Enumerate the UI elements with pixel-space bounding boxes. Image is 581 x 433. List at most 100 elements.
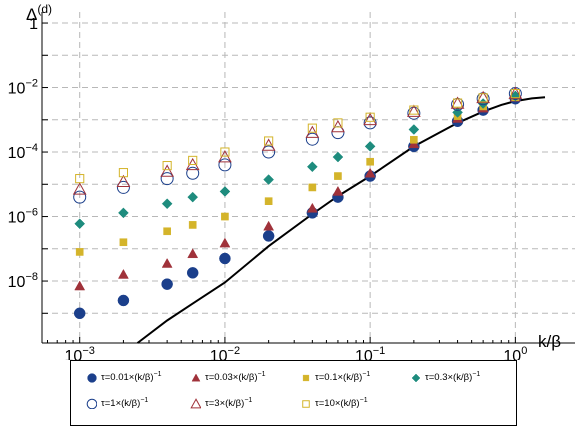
data-point-series-4 [160, 172, 174, 186]
y-tick-label: 10−6 [8, 207, 38, 227]
data-point-series-6 [333, 118, 343, 128]
data-point-series-5 [116, 174, 131, 188]
data-point-series-2 [264, 197, 273, 205]
data-point-series-2 [334, 172, 342, 180]
legend-item: τ=0.1×(k/β)−1 [299, 371, 370, 383]
legend-marker [191, 373, 201, 382]
legend-marker [86, 398, 97, 410]
x-tick-label: 10−2 [210, 345, 240, 360]
data-point-series-6 [478, 93, 488, 103]
y-axis-title: Δ(d) [26, 2, 52, 24]
theory-curve [136, 96, 546, 344]
data-point-series-2 [366, 157, 374, 166]
legend-marker [87, 373, 97, 383]
data-point-series-5 [476, 90, 490, 104]
data-point-series-3 [263, 174, 274, 185]
data-point-series-3 [364, 141, 376, 152]
data-point-series-6 [510, 88, 520, 99]
legend-item: τ=3×(k/β)−1 [189, 397, 252, 409]
data-point-series-5 [450, 96, 465, 109]
legend-label: τ=0.03×(k/β)−1 [205, 371, 266, 384]
legend: τ=0.01×(k/β)−1 τ=0.03×(k/β)−1 τ=0.1×(k/β)−… [70, 360, 517, 426]
data-point-series-6 [264, 136, 274, 146]
data-point-series-2 [163, 227, 171, 236]
data-point-series-2 [410, 135, 418, 144]
fit-curve-layer [136, 96, 546, 344]
data-point-series-6 [162, 161, 172, 171]
data-point-series-1 [187, 248, 199, 259]
legend-label: τ=0.01×(k/β)−1 [101, 371, 162, 384]
legend-marker [302, 374, 310, 382]
data-point-series-6 [452, 98, 463, 108]
data-point-series-0 [73, 307, 86, 320]
legend-marker-shape [191, 373, 201, 382]
data-point-series-4 [116, 180, 130, 194]
y-tick-label: 10−8 [8, 271, 38, 291]
data-point-series-3 [219, 186, 231, 197]
tick-labels: 10−3 10−2 10−1 100 10−8 10−6 10−4 10−2 1 [8, 16, 528, 360]
x-tick-label: 10−3 [65, 345, 95, 360]
data-point-series-0 [186, 267, 199, 279]
legend-marker [411, 373, 421, 383]
legend-marker-shape [190, 398, 201, 409]
legend-item: τ=0.01×(k/β)−1 [85, 371, 162, 383]
legend-label: τ=0.1×(k/β)−1 [315, 371, 371, 384]
data-point-series-1 [161, 257, 173, 268]
data-point-series-4 [73, 190, 87, 204]
legend-item: τ=0.03×(k/β)−1 [189, 371, 266, 383]
x-tick-label: 10−1 [355, 345, 385, 360]
data-point-series-5 [508, 86, 523, 99]
data-point-series-6 [220, 147, 230, 157]
legend-label: τ=3×(k/β)−1 [205, 397, 253, 410]
data-point-series-0 [161, 278, 173, 290]
x-tick-label: 100 [503, 345, 527, 360]
data-point-series-5 [407, 104, 421, 117]
data-point-series-4 [407, 106, 421, 120]
legend-marker-shape [302, 374, 310, 382]
data-point-series-4 [363, 116, 377, 130]
data-point-series-3 [408, 124, 420, 135]
y-tick-label: 10−2 [8, 78, 38, 98]
data-point-series-5 [363, 112, 377, 126]
data-point-series-2 [308, 183, 317, 192]
data-point-series-6 [409, 105, 419, 115]
legend-item: τ=0.3×(k/β)−1 [409, 371, 480, 383]
legend-marker [302, 400, 310, 408]
legend-marker-shape [86, 398, 97, 410]
data-point-series-1 [219, 237, 231, 248]
data-point-series-3 [306, 161, 318, 173]
data-points [72, 86, 523, 320]
scatter-plot: 10−3 10−2 10−1 100 10−8 10−6 10−4 10−2 1 Δ(d) k/… [8, 2, 575, 360]
data-point-series-1 [364, 167, 376, 178]
legend-marker [190, 398, 201, 409]
data-point-series-6 [118, 168, 128, 178]
data-point-series-1 [117, 268, 129, 279]
data-point-series-6 [365, 112, 375, 122]
legend-marker-shape [87, 373, 97, 383]
legend-label: τ=1×(k/β)−1 [101, 397, 149, 410]
data-point-series-6 [188, 155, 198, 166]
data-point-series-1 [306, 202, 318, 213]
data-point-series-0 [117, 294, 130, 307]
legend-marker-shape [302, 400, 310, 408]
data-point-series-3 [74, 218, 86, 230]
data-point-series-5 [72, 182, 87, 195]
data-point-series-3 [187, 191, 199, 203]
legend-marker-shape [411, 373, 421, 383]
legend-item: τ=1×(k/β)−1 [85, 397, 148, 409]
axes [41, 12, 575, 344]
data-point-series-2 [119, 238, 128, 247]
data-point-series-2 [221, 212, 229, 221]
data-point-series-6 [307, 123, 317, 133]
data-point-series-3 [118, 207, 129, 219]
data-point-series-5 [331, 119, 345, 133]
y-tick-label: 1 [29, 16, 38, 33]
data-point-series-1 [74, 280, 86, 291]
data-point-series-0 [219, 252, 231, 265]
data-point-series-3 [332, 151, 344, 163]
legend-label: τ=0.3×(k/β)−1 [425, 371, 481, 384]
data-point-series-1 [332, 185, 344, 196]
grid-lines [42, 12, 575, 343]
data-point-series-3 [161, 198, 173, 210]
legend-item: τ=10×(k/β)−1 [299, 397, 368, 409]
